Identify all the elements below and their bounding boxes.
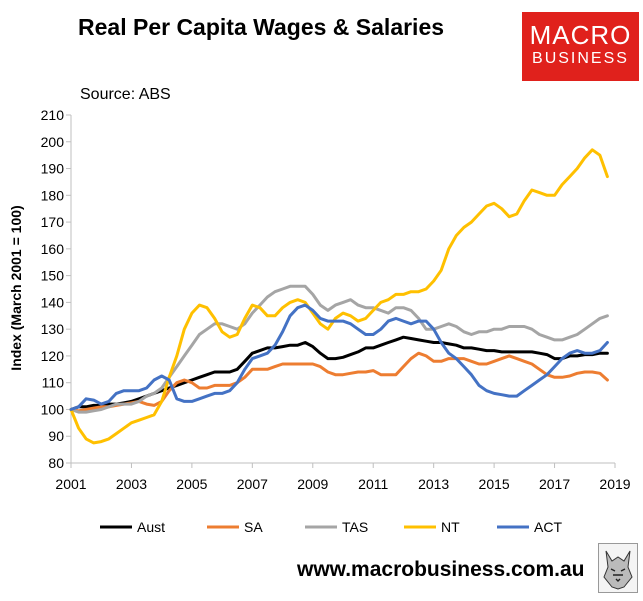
y-tick-label: 180 xyxy=(41,187,65,203)
y-tick-label: 130 xyxy=(41,321,65,337)
y-tick-label: 190 xyxy=(41,161,65,177)
x-tick-label: 2005 xyxy=(176,476,207,492)
y-tick-label: 100 xyxy=(41,401,65,417)
y-tick-label: 90 xyxy=(48,428,64,444)
series-line-act xyxy=(69,303,609,411)
x-tick-label: 2011 xyxy=(358,476,388,492)
legend-label-sa: SA xyxy=(244,519,263,535)
x-tick-label: 2015 xyxy=(479,476,510,492)
legend-label-tas: TAS xyxy=(342,519,368,535)
series-line-nt xyxy=(69,148,609,445)
y-axis-label: Index (March 2001 = 100) xyxy=(8,205,24,370)
x-tick-label: 2003 xyxy=(116,476,147,492)
legend-label-aust: Aust xyxy=(137,519,165,535)
y-tick-label: 120 xyxy=(41,348,65,364)
logo-line-2: BUSINESS xyxy=(532,50,629,67)
chart-title: Real Per Capita Wages & Salaries xyxy=(78,14,445,40)
x-tick-label: 2009 xyxy=(297,476,328,492)
y-tick-label: 210 xyxy=(41,107,65,123)
series-line-aust xyxy=(69,335,609,411)
x-tick-label: 2017 xyxy=(539,476,570,492)
logo-line-1: MACRO xyxy=(529,20,632,50)
wolf-icon xyxy=(598,543,638,593)
y-tick-label: 200 xyxy=(41,134,65,150)
y-tick-label: 140 xyxy=(41,294,65,310)
series-line-tas xyxy=(69,284,609,414)
x-tick-label: 2013 xyxy=(418,476,449,492)
macrobusiness-logo: MACRO BUSINESS xyxy=(522,12,639,81)
y-tick-label: 150 xyxy=(41,268,65,284)
website-url: www.macrobusiness.com.au xyxy=(297,558,585,581)
x-tick-label: 2001 xyxy=(55,476,86,492)
legend-label-nt: NT xyxy=(441,519,460,535)
chart-legend: Aust SA TAS NT ACT xyxy=(100,519,562,535)
y-tick-label: 160 xyxy=(41,241,65,257)
source-note: Source: ABS xyxy=(80,86,171,103)
y-tick-label: 170 xyxy=(41,214,65,230)
y-tick-label: 80 xyxy=(48,455,64,471)
x-tick-label: 2019 xyxy=(599,476,630,492)
legend-label-act: ACT xyxy=(534,519,562,535)
y-tick-label: 110 xyxy=(42,375,65,391)
x-tick-label: 2007 xyxy=(237,476,268,492)
chart-axes: 80 90 100 110 120 130 140 150 160 170 180 190 200 210… xyxy=(41,107,631,492)
chart-series xyxy=(69,148,609,445)
